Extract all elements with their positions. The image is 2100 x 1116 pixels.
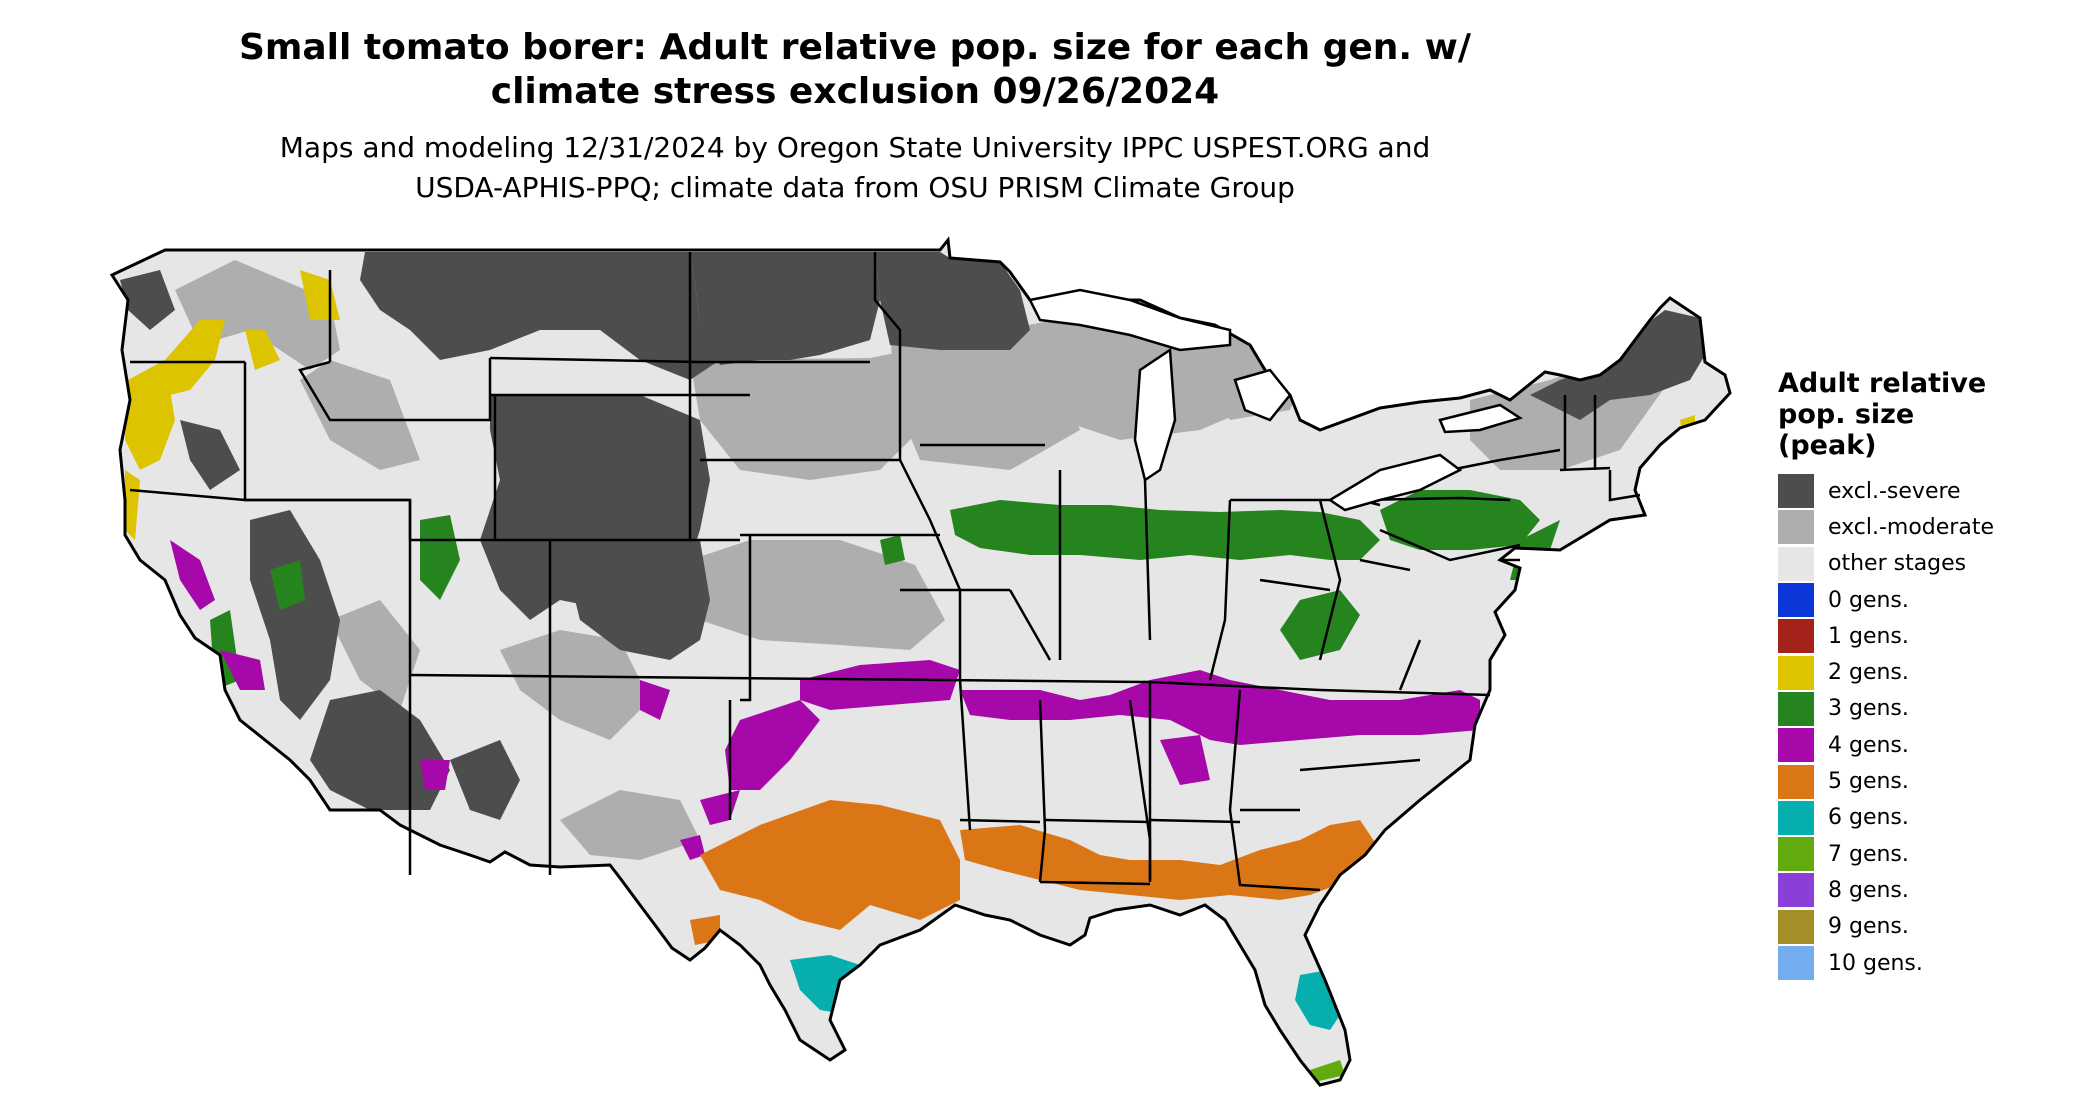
legend-item: 8 gens. bbox=[1778, 872, 2078, 908]
excl-severe-regions bbox=[120, 252, 1705, 820]
legend-title-line3: (peak) bbox=[1778, 430, 1877, 461]
legend-swatch bbox=[1778, 764, 1814, 799]
legend-label: 0 gens. bbox=[1828, 587, 1909, 613]
legend-item: other stages bbox=[1778, 546, 2078, 582]
legend-item: 0 gens. bbox=[1778, 582, 2078, 618]
gen5-regions bbox=[690, 800, 1380, 945]
legend-label: 8 gens. bbox=[1828, 877, 1909, 903]
legend-item: 1 gens. bbox=[1778, 618, 2078, 654]
legend-label: 5 gens. bbox=[1828, 769, 1909, 795]
legend-label: 3 gens. bbox=[1828, 696, 1909, 722]
legend-swatch bbox=[1778, 837, 1814, 872]
legend-item: 2 gens. bbox=[1778, 654, 2078, 690]
map-subtitle-line2: USDA-APHIS-PPQ; climate data from OSU PR… bbox=[415, 171, 1295, 204]
state-boundaries bbox=[129, 248, 1641, 892]
legend-swatch bbox=[1778, 474, 1814, 509]
legend-title: Adult relative pop. size (peak) bbox=[1778, 368, 2078, 461]
legend-item: excl.-moderate bbox=[1778, 509, 2078, 545]
lake-erie bbox=[1327, 453, 1463, 512]
lake-ontario bbox=[1438, 403, 1523, 434]
legend-swatch bbox=[1778, 655, 1814, 690]
legend-swatch bbox=[1778, 691, 1814, 726]
lake-huron bbox=[1233, 368, 1292, 422]
legend-swatch bbox=[1778, 583, 1814, 618]
legend-swatch bbox=[1778, 510, 1814, 545]
legend-title-line1: Adult relative bbox=[1778, 368, 1987, 399]
lake-michigan bbox=[1133, 347, 1177, 483]
us-outline bbox=[109, 236, 1732, 1087]
map-subtitle: Maps and modeling 12/31/2024 by Oregon S… bbox=[200, 128, 1510, 208]
legend-item: 4 gens. bbox=[1778, 727, 2078, 763]
legend-swatch bbox=[1778, 619, 1814, 654]
legend-item: excl.-severe bbox=[1778, 473, 2078, 509]
legend-label: 2 gens. bbox=[1828, 660, 1909, 686]
legend-label: 1 gens. bbox=[1828, 623, 1909, 649]
legend-swatch bbox=[1778, 909, 1814, 944]
legend-label: 10 gens. bbox=[1828, 950, 1923, 976]
legend-swatch bbox=[1778, 728, 1814, 763]
gen7-regions bbox=[1310, 1060, 1345, 1082]
legend-label: other stages bbox=[1828, 551, 1967, 577]
legend-item: 5 gens. bbox=[1778, 763, 2078, 799]
lake-superior bbox=[1028, 288, 1232, 352]
legend-item: 3 gens. bbox=[1778, 691, 2078, 727]
map-subtitle-line1: Maps and modeling 12/31/2024 by Oregon S… bbox=[279, 131, 1431, 164]
legend-label: 6 gens. bbox=[1828, 805, 1909, 831]
legend-swatch bbox=[1778, 946, 1814, 980]
legend-label: excl.-moderate bbox=[1828, 514, 1994, 540]
legend-label: 7 gens. bbox=[1828, 841, 1909, 867]
legend-label: 9 gens. bbox=[1828, 914, 1909, 940]
legend-item: 9 gens. bbox=[1778, 909, 2078, 945]
land-areas bbox=[112, 240, 1730, 1085]
great-lakes bbox=[1028, 288, 1523, 512]
legend-label: 4 gens. bbox=[1828, 732, 1909, 758]
legend-swatch bbox=[1778, 873, 1814, 908]
legend-title-line2: pop. size bbox=[1778, 399, 1915, 430]
legend-item: 7 gens. bbox=[1778, 836, 2078, 872]
legend-label: excl.-severe bbox=[1828, 478, 1961, 504]
map-title-line1: Small tomato borer: Adult relative pop. … bbox=[238, 27, 1472, 68]
legend-items: excl.-severe excl.-moderate other stages… bbox=[1778, 473, 2078, 981]
legend-swatch bbox=[1778, 546, 1814, 581]
legend-swatch bbox=[1778, 800, 1814, 835]
legend: Adult relative pop. size (peak) excl.-se… bbox=[1778, 368, 2078, 981]
map-title-line2: climate stress exclusion 09/26/2024 bbox=[490, 71, 1220, 112]
legend-item: 10 gens. bbox=[1778, 945, 2078, 981]
legend-item: 6 gens. bbox=[1778, 800, 2078, 836]
map-title: Small tomato borer: Adult relative pop. … bbox=[200, 26, 1510, 114]
